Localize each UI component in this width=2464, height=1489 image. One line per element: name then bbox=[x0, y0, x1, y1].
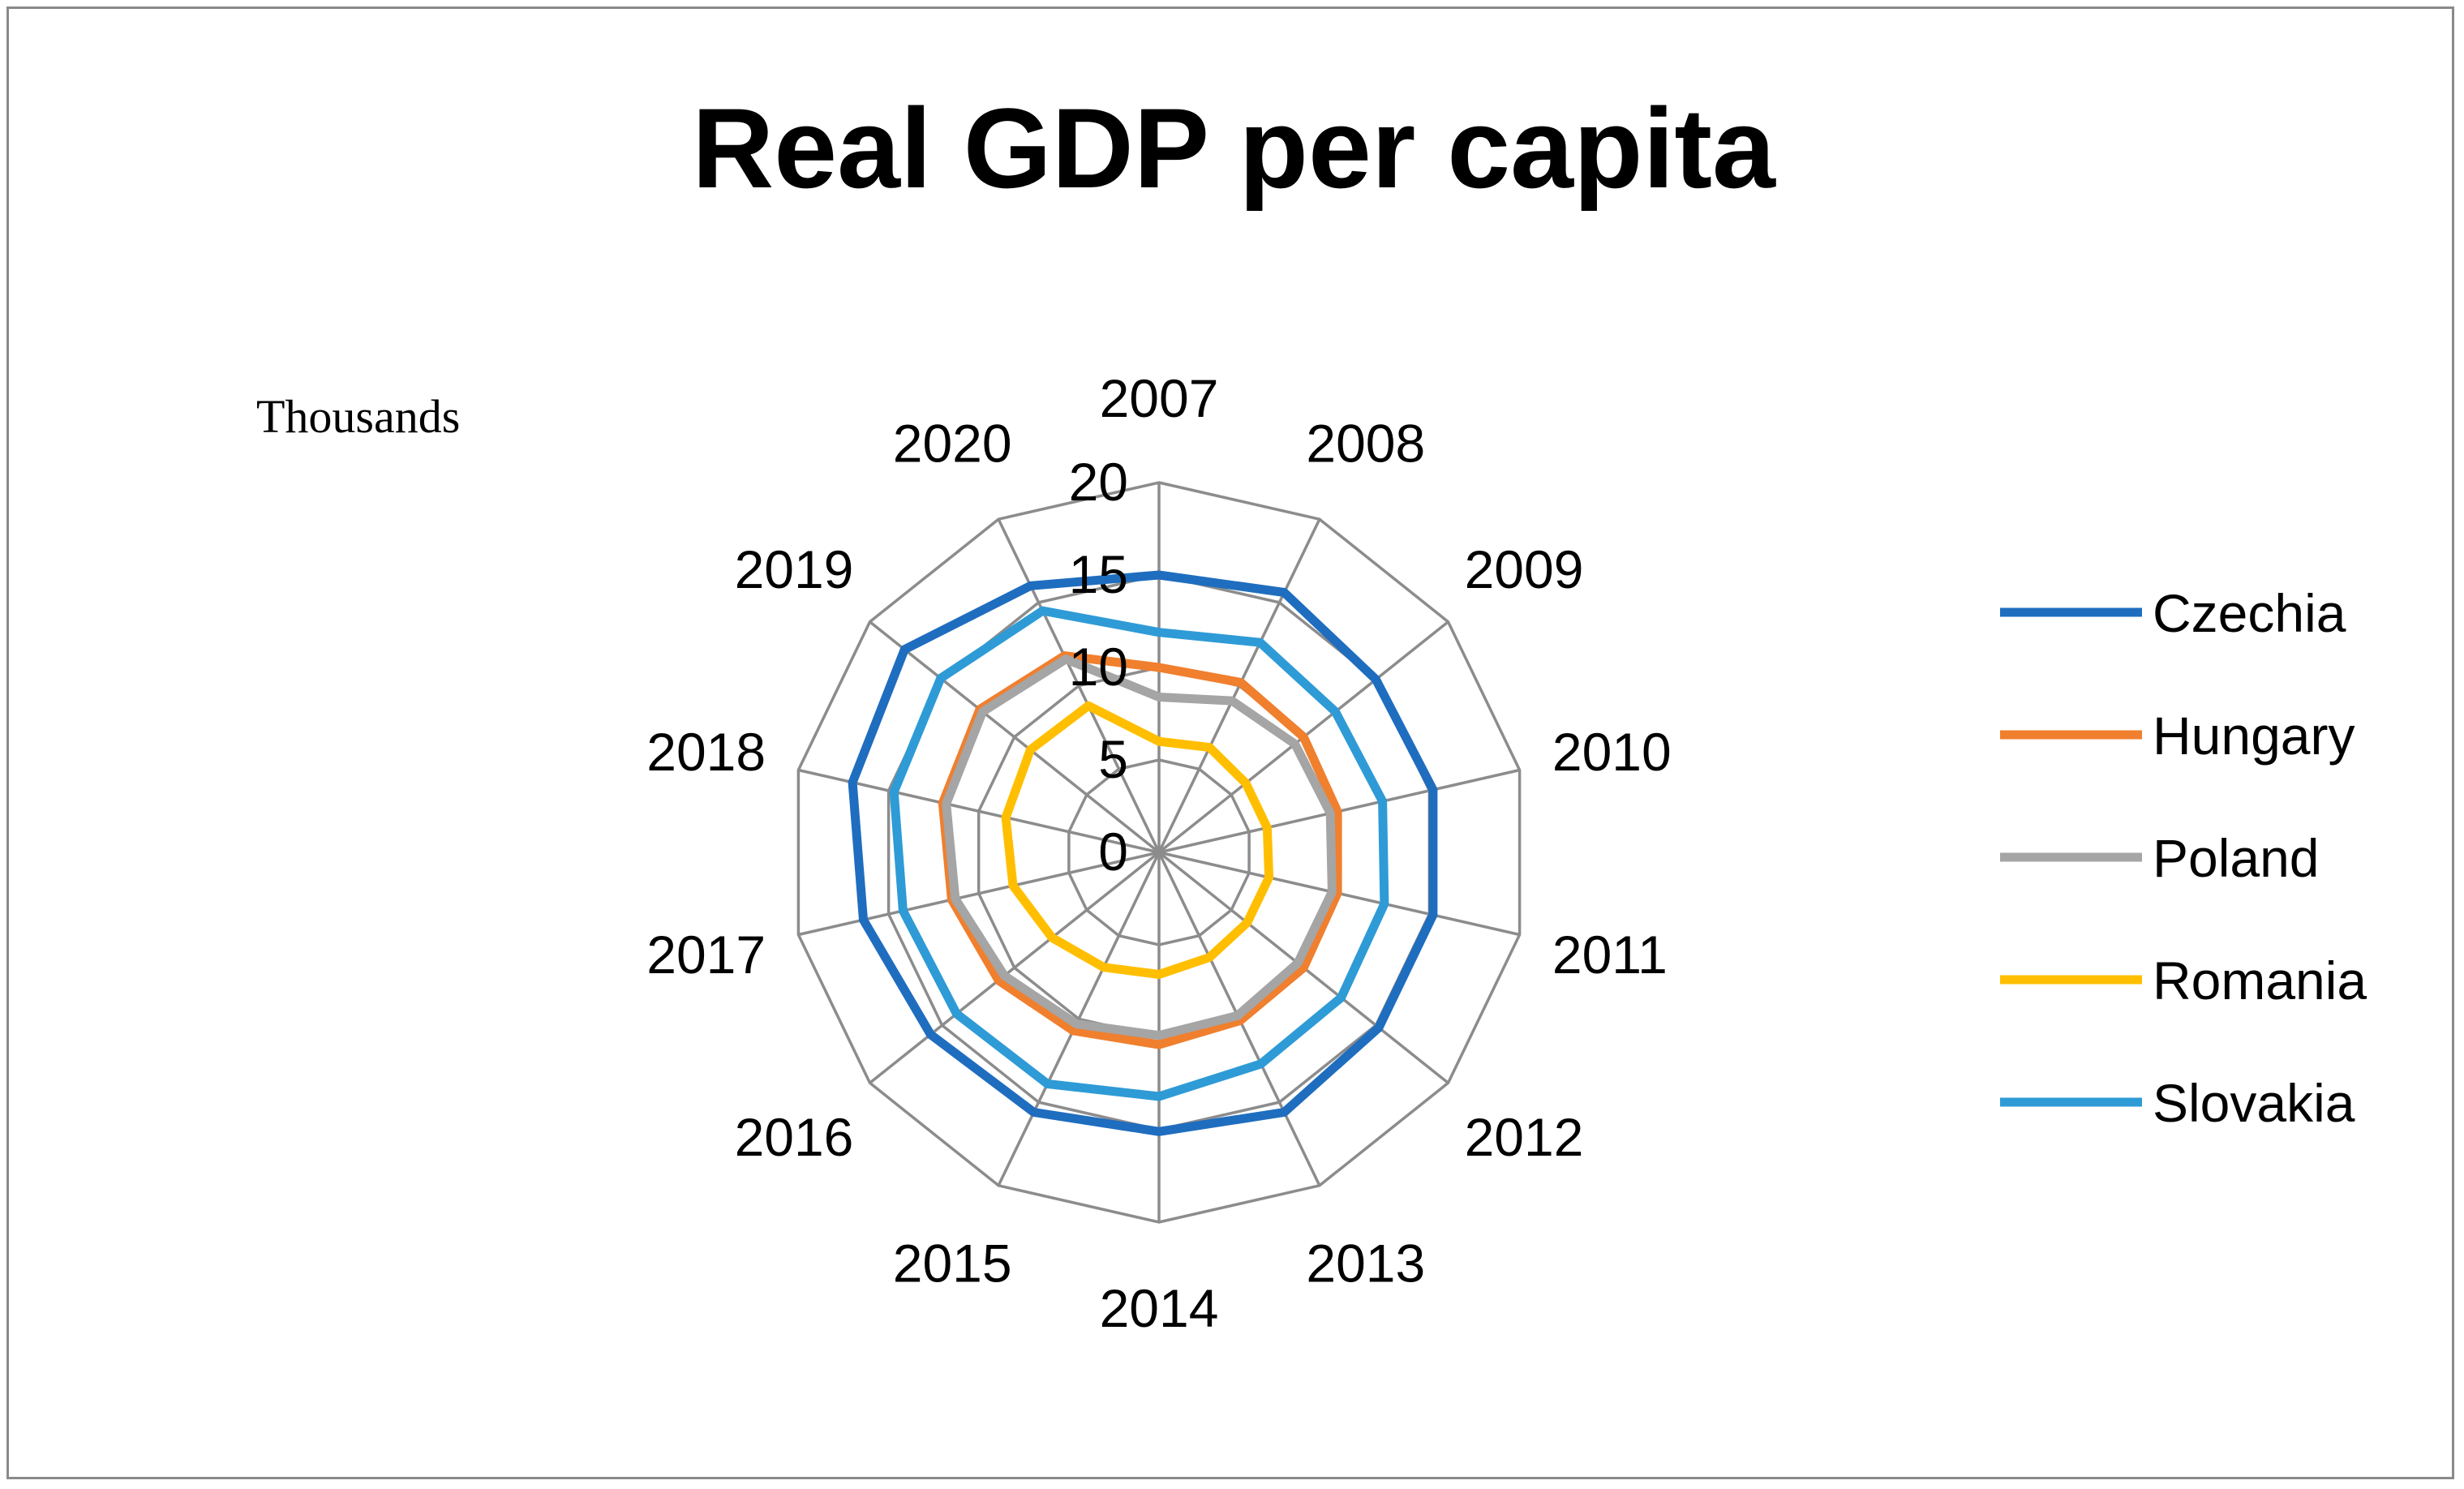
spoke-2020 bbox=[997, 518, 1161, 853]
category-label-2015: 2015 bbox=[893, 1233, 1012, 1293]
category-label-2018: 2018 bbox=[646, 722, 766, 782]
legend-label-poland: Poland bbox=[2153, 828, 2320, 888]
spoke-2015 bbox=[997, 852, 1161, 1186]
category-label-2016: 2016 bbox=[735, 1107, 854, 1167]
category-label-2019: 2019 bbox=[735, 539, 854, 599]
legend: Czechia Hungary Poland Romania Slovakia bbox=[2000, 583, 2367, 1133]
legend-label-slovakia: Slovakia bbox=[2153, 1073, 2355, 1133]
category-label-2008: 2008 bbox=[1306, 414, 1425, 474]
category-label-2013: 2013 bbox=[1306, 1233, 1425, 1293]
chart-frame: Real GDP per capita Thousands 0 5 10 15 20 2… bbox=[6, 6, 2454, 1479]
legend-label-romania: Romania bbox=[2153, 950, 2367, 1011]
category-label-2014: 2014 bbox=[1100, 1278, 1219, 1338]
spoke-2017 bbox=[798, 851, 1160, 937]
chart-title: Real GDP per capita bbox=[692, 84, 1776, 212]
r-tick-label: 5 bbox=[1098, 729, 1128, 789]
category-label-2011: 2011 bbox=[1552, 925, 1668, 985]
spoke-2019 bbox=[869, 620, 1161, 854]
units-label: Thousands bbox=[256, 390, 460, 443]
r-tick-label: 15 bbox=[1069, 544, 1128, 604]
r-tick-label: 10 bbox=[1069, 637, 1128, 697]
spoke-2018 bbox=[798, 768, 1160, 854]
category-label-2012: 2012 bbox=[1465, 1107, 1584, 1167]
r-tick-label: 0 bbox=[1098, 822, 1128, 882]
r-tick-label: 20 bbox=[1069, 452, 1128, 512]
series-line-slovakia bbox=[889, 606, 1389, 1101]
category-label-2010: 2010 bbox=[1552, 722, 1672, 782]
category-label-2009: 2009 bbox=[1465, 539, 1584, 599]
category-label-2020: 2020 bbox=[893, 414, 1012, 474]
spoke-2016 bbox=[869, 851, 1161, 1084]
series-line-romania bbox=[1001, 701, 1274, 979]
category-label-2017: 2017 bbox=[646, 925, 766, 985]
category-label-2007: 2007 bbox=[1100, 368, 1219, 428]
radar-chart: Real GDP per capita Thousands 0 5 10 15 20 2… bbox=[256, 84, 2367, 1338]
legend-label-hungary: Hungary bbox=[2153, 706, 2355, 766]
series-layer bbox=[848, 570, 1438, 1136]
category-labels: 2007200820092010201120122013201420152016… bbox=[646, 368, 1671, 1338]
series-line-hungary bbox=[938, 651, 1342, 1049]
radial-tick-labels: 0 5 10 15 20 bbox=[1069, 452, 1128, 882]
radar-grid bbox=[796, 481, 1522, 1224]
series-line-poland bbox=[942, 654, 1337, 1041]
series-line-czechia bbox=[848, 570, 1438, 1136]
legend-label-czechia: Czechia bbox=[2153, 583, 2346, 643]
